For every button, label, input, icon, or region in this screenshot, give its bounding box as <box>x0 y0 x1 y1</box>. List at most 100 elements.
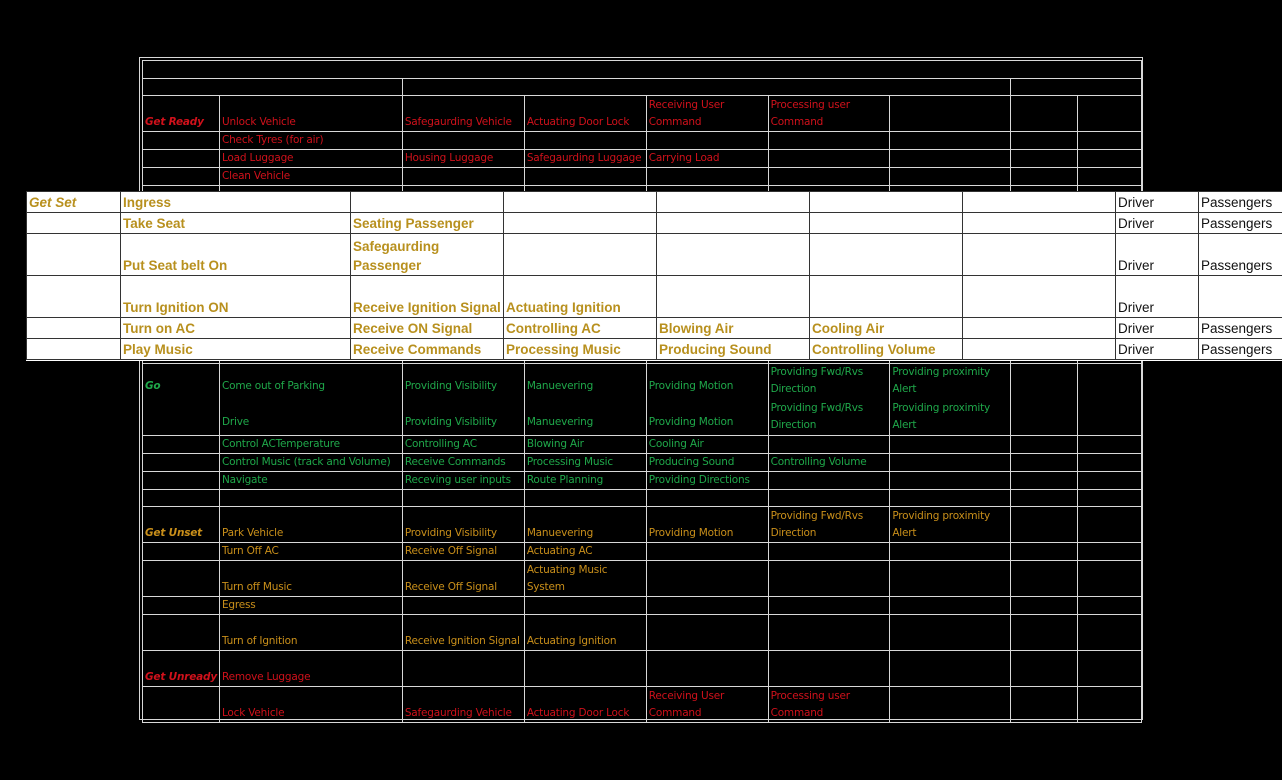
role-cell[interactable] <box>1010 167 1078 186</box>
phase-cell[interactable] <box>142 614 220 651</box>
role-cell-passengers[interactable]: Passengers <box>1198 338 1282 360</box>
activity-cell[interactable]: Navigate <box>218 471 403 490</box>
activity-cell[interactable]: Control ACTemperature <box>218 435 403 454</box>
activity-cell[interactable]: Turn Off AC <box>218 542 403 561</box>
phase-cell[interactable] <box>26 275 121 318</box>
function-cell[interactable] <box>889 95 1012 132</box>
role-cell-passengers[interactable]: Passengers <box>1198 233 1282 276</box>
function-cell[interactable] <box>889 614 1012 651</box>
function-cell[interactable] <box>401 131 525 150</box>
function-cell[interactable]: Receive Off Signal <box>401 560 525 597</box>
phase-cell[interactable] <box>26 317 121 339</box>
role-cell[interactable] <box>1010 131 1078 150</box>
activity-cell[interactable]: Turn of Ignition <box>218 614 403 651</box>
phase-label-get-set[interactable]: Get Set <box>26 191 121 213</box>
function-cell[interactable] <box>889 542 1012 561</box>
activity-cell[interactable]: Control Music (track and Volume) <box>218 453 403 472</box>
activity-cell[interactable] <box>218 489 403 507</box>
function-cell[interactable]: Receive Ignition Signal <box>401 614 525 651</box>
activity-cell[interactable]: Egress <box>218 596 403 615</box>
role-cell[interactable] <box>1076 435 1143 454</box>
activity-cell[interactable]: Turn Ignition ON <box>120 275 351 318</box>
function-cell[interactable] <box>962 212 1116 234</box>
role-cell[interactable] <box>1076 506 1143 543</box>
function-cell[interactable] <box>767 542 891 561</box>
activity-cell[interactable]: Remove Luggage <box>218 650 403 687</box>
function-cell[interactable] <box>503 191 657 213</box>
function-cell[interactable]: Controlling AC <box>503 317 657 339</box>
role-cell[interactable] <box>1076 453 1143 472</box>
function-cell[interactable] <box>656 275 810 318</box>
phase-cell[interactable] <box>26 338 121 360</box>
function-cell[interactable] <box>889 650 1012 687</box>
function-cell[interactable] <box>523 167 647 186</box>
activity-cell[interactable]: Park Vehicle <box>218 506 403 543</box>
phase-label-get-unset[interactable]: Get Unset <box>142 506 220 543</box>
function-cell[interactable] <box>401 596 525 615</box>
function-cell[interactable]: Actuating Door Lock <box>523 95 647 132</box>
function-cell[interactable] <box>645 650 769 687</box>
function-cell[interactable] <box>767 614 891 651</box>
function-cell[interactable] <box>645 489 769 507</box>
phase-cell[interactable] <box>142 471 220 490</box>
function-cell[interactable] <box>401 489 525 507</box>
function-cell[interactable]: Providing Motion <box>645 506 769 543</box>
role-cell[interactable] <box>1010 560 1078 597</box>
function-cell[interactable]: Providing Motion Providing Motion <box>645 363 769 436</box>
phase-cell[interactable] <box>142 560 220 597</box>
function-cell[interactable]: Safegaurding Vehicle <box>401 686 525 723</box>
function-cell[interactable]: Processing Music <box>523 453 647 472</box>
function-cell[interactable] <box>962 317 1116 339</box>
function-cell[interactable] <box>767 489 891 507</box>
role-cell-passengers[interactable]: Passengers <box>1198 317 1282 339</box>
function-cell[interactable] <box>645 131 769 150</box>
role-cell[interactable] <box>1076 95 1143 132</box>
function-cell[interactable]: Actuating Ignition <box>503 275 657 318</box>
role-cell[interactable] <box>1076 614 1143 651</box>
role-cell[interactable] <box>1010 506 1078 543</box>
function-cell[interactable]: Producing Sound <box>645 453 769 472</box>
function-cell[interactable]: Providing Directions <box>645 471 769 490</box>
activity-cell[interactable]: Come out of Parking Drive <box>218 363 403 436</box>
phase-cell[interactable] <box>142 167 220 186</box>
function-cell[interactable]: Safegaurding Passenger <box>350 233 504 276</box>
function-cell[interactable] <box>523 131 647 150</box>
activity-cell[interactable]: Clean Vehicle <box>218 167 403 186</box>
function-cell[interactable] <box>809 233 963 276</box>
function-cell[interactable]: Processing user Command <box>767 95 891 132</box>
function-cell[interactable] <box>767 167 891 186</box>
phase-cell[interactable] <box>142 489 220 507</box>
function-cell[interactable]: Receive ON Signal <box>350 317 504 339</box>
role-cell-passengers[interactable]: Passengers <box>1198 212 1282 234</box>
activity-cell[interactable]: Turn off Music <box>218 560 403 597</box>
function-cell[interactable]: Actuating Music System <box>523 560 647 597</box>
function-cell[interactable] <box>645 542 769 561</box>
function-cell[interactable] <box>889 596 1012 615</box>
function-cell[interactable] <box>809 191 963 213</box>
function-cell[interactable] <box>767 471 891 490</box>
header-cell[interactable] <box>142 60 1142 79</box>
activity-cell[interactable]: Turn on AC <box>120 317 351 339</box>
function-cell[interactable] <box>645 596 769 615</box>
header-cell[interactable] <box>142 78 403 96</box>
role-cell[interactable] <box>1076 596 1143 615</box>
function-cell[interactable]: Processing Music <box>503 338 657 360</box>
header-cell[interactable] <box>401 78 1012 96</box>
function-cell[interactable] <box>809 212 963 234</box>
function-cell[interactable] <box>767 131 891 150</box>
role-cell[interactable] <box>1010 453 1078 472</box>
function-cell[interactable]: Seating Passenger <box>350 212 504 234</box>
role-cell[interactable] <box>1010 686 1078 723</box>
phase-cell[interactable] <box>26 233 121 276</box>
function-cell[interactable] <box>889 167 1012 186</box>
function-cell[interactable]: Blowing Air <box>523 435 647 454</box>
function-cell[interactable]: Providing proximity Alert Providing prox… <box>889 363 1012 436</box>
function-cell[interactable]: Carrying Load <box>645 149 769 168</box>
function-cell[interactable] <box>645 167 769 186</box>
function-cell[interactable] <box>962 338 1116 360</box>
phase-cell[interactable] <box>142 435 220 454</box>
function-cell[interactable] <box>962 275 1116 318</box>
role-cell[interactable] <box>1010 614 1078 651</box>
function-cell[interactable]: Route Planning <box>523 471 647 490</box>
function-cell[interactable] <box>962 191 1116 213</box>
